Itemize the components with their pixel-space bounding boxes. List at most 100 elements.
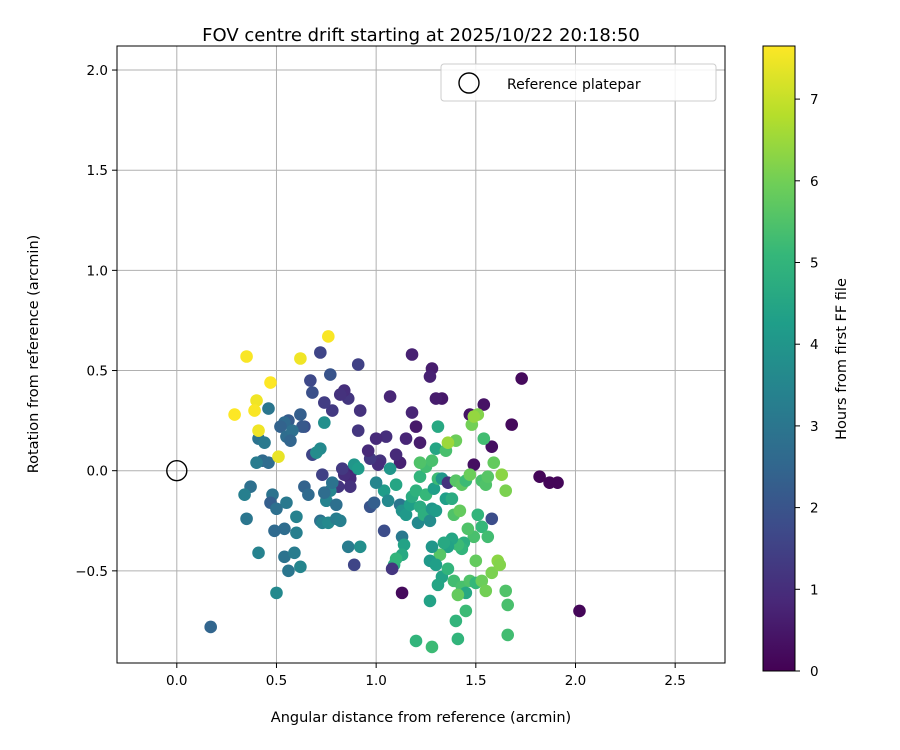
colorbar-ticks: 0 1 2 3 4 5 6 7 <box>795 92 819 680</box>
y-tick-label: 0.0 <box>87 464 108 480</box>
data-point <box>413 456 427 469</box>
x-tick-label: 1.0 <box>365 673 386 689</box>
y-axis-label: Rotation from reference (arcmin) <box>26 235 42 474</box>
data-point <box>323 368 337 381</box>
data-point <box>325 476 339 490</box>
chart-title: FOV centre drift starting at 2025/10/22 … <box>202 25 640 46</box>
data-point <box>405 406 419 419</box>
colorbar-tick-label: 6 <box>810 174 819 190</box>
data-point <box>471 508 485 522</box>
data-point <box>445 492 459 506</box>
data-point <box>389 448 403 461</box>
data-point <box>481 470 495 483</box>
data-point <box>306 386 319 399</box>
data-point <box>335 462 349 475</box>
colorbar-tick-label: 0 <box>810 664 819 680</box>
data-point <box>429 504 443 518</box>
data-point <box>383 462 397 475</box>
data-point <box>477 432 491 445</box>
data-point <box>252 424 265 437</box>
data-point <box>467 458 481 471</box>
data-point <box>479 584 493 598</box>
data-point <box>228 408 241 421</box>
data-point <box>252 546 265 560</box>
data-point <box>322 330 335 343</box>
data-point <box>341 540 355 554</box>
data-point <box>379 430 393 443</box>
data-point <box>333 388 347 401</box>
data-point <box>278 522 291 536</box>
data-point <box>475 520 489 534</box>
data-point <box>399 508 413 522</box>
x-tick-label: 2.0 <box>565 673 586 689</box>
data-point <box>294 408 307 421</box>
data-point <box>397 538 411 552</box>
data-point <box>278 550 291 564</box>
x-axis-ticks: 0.0 0.5 1.0 1.5 2.0 2.5 <box>166 663 686 689</box>
colorbar-tick-label: 7 <box>810 92 819 108</box>
data-point <box>467 410 481 423</box>
data-point <box>353 404 367 417</box>
data-point <box>485 440 499 453</box>
data-point <box>310 446 323 459</box>
data-point <box>451 632 465 646</box>
data-point <box>405 348 419 361</box>
data-point <box>409 484 423 498</box>
data-point <box>304 374 317 387</box>
data-point <box>429 392 443 405</box>
scatter-points <box>204 330 586 654</box>
data-point <box>423 514 437 528</box>
data-point <box>495 468 509 481</box>
y-tick-label: 1.0 <box>87 263 108 279</box>
data-point <box>425 640 439 654</box>
data-point <box>389 478 403 492</box>
data-point <box>284 434 297 447</box>
data-point <box>427 482 441 496</box>
legend: Reference platepar <box>440 63 717 102</box>
data-point <box>395 586 409 600</box>
data-point <box>296 420 309 433</box>
data-point <box>325 404 339 417</box>
data-point <box>238 488 251 502</box>
reference-marker <box>166 459 188 482</box>
data-point <box>351 358 365 371</box>
data-point <box>441 436 455 449</box>
colorbar-tick-label: 2 <box>810 501 819 517</box>
data-point <box>505 418 519 431</box>
data-point <box>262 402 275 415</box>
data-point <box>240 350 253 363</box>
data-point <box>441 562 455 576</box>
data-point <box>318 416 331 429</box>
data-point <box>314 346 327 359</box>
data-point <box>286 424 299 437</box>
data-point <box>250 456 263 469</box>
data-point <box>423 594 437 608</box>
data-point <box>487 456 501 469</box>
data-point <box>294 560 307 574</box>
colorbar-gradient <box>762 45 796 672</box>
data-point <box>290 510 303 524</box>
data-point <box>543 476 556 490</box>
data-point <box>515 372 528 385</box>
data-point <box>347 558 361 572</box>
colorbar-tick-label: 5 <box>810 256 819 272</box>
data-point <box>258 436 271 449</box>
x-tick-label: 0.5 <box>266 673 287 689</box>
data-point <box>353 540 367 554</box>
data-point <box>477 398 491 411</box>
colorbar-tick-label: 1 <box>810 582 819 598</box>
data-point <box>318 396 331 409</box>
data-point <box>288 546 301 560</box>
data-point <box>481 530 495 544</box>
data-point <box>351 424 365 437</box>
data-point <box>250 394 263 407</box>
data-point <box>302 488 315 502</box>
data-point <box>409 420 423 433</box>
data-point <box>377 524 391 538</box>
data-point <box>272 450 285 463</box>
data-point <box>262 456 275 469</box>
data-point <box>204 620 217 634</box>
data-point <box>316 468 329 481</box>
grid <box>117 46 725 663</box>
plot-frame <box>116 45 726 664</box>
